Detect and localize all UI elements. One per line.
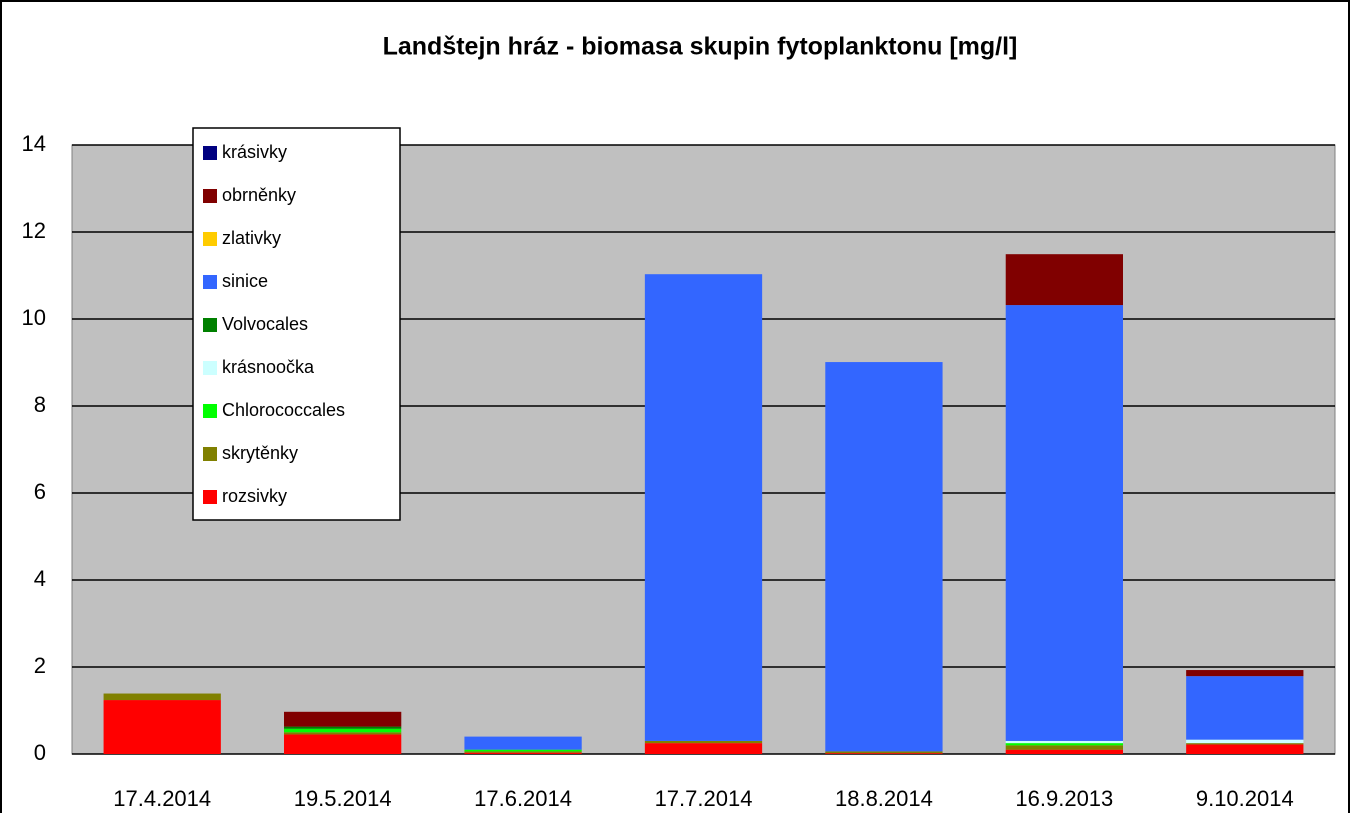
x-tick-label: 19.5.2014 xyxy=(294,786,392,811)
y-tick-label: 0 xyxy=(34,740,46,765)
bar-segment xyxy=(1186,676,1304,740)
bar-segment xyxy=(464,736,582,750)
legend-swatch xyxy=(203,189,217,203)
bar-segment xyxy=(464,752,582,754)
legend-label: sinice xyxy=(222,271,268,291)
legend-swatch xyxy=(203,275,217,289)
bar-segment xyxy=(644,740,763,744)
bar-segment xyxy=(103,693,221,701)
legend-label: obrněnky xyxy=(222,185,296,205)
bar-segment xyxy=(284,734,402,754)
legend-swatch xyxy=(203,361,217,375)
bar-segment xyxy=(825,751,943,754)
x-tick-label: 17.4.2014 xyxy=(113,786,211,811)
legend-swatch xyxy=(203,404,217,418)
y-tick-label: 12 xyxy=(22,218,46,243)
bar-segment xyxy=(1186,743,1304,745)
y-tick-label: 14 xyxy=(22,131,46,156)
bar-segment xyxy=(825,753,943,754)
bar-segment xyxy=(1005,745,1123,750)
legend-swatch xyxy=(203,318,217,332)
bar-segment xyxy=(1186,739,1304,744)
bar-segment xyxy=(1005,740,1123,744)
legend-swatch xyxy=(203,146,217,160)
bar-segment xyxy=(1005,743,1123,746)
bar-segment xyxy=(284,732,402,735)
bar-segment xyxy=(1005,749,1123,754)
legend-swatch xyxy=(203,232,217,246)
legend-box xyxy=(192,127,401,521)
x-tick-label: 9.10.2014 xyxy=(1196,786,1294,811)
y-tick-label: 2 xyxy=(34,653,46,678)
bar-segment xyxy=(1186,670,1304,677)
bar-segment xyxy=(464,751,582,753)
bar-segment xyxy=(284,728,402,733)
y-tick-label: 4 xyxy=(34,566,46,591)
bar-segment xyxy=(464,749,582,752)
legend-label: Volvocales xyxy=(222,314,308,334)
legend-label: skrytěnky xyxy=(222,443,298,463)
bar-segment xyxy=(644,743,763,754)
chart-title: Landštejn hráz - biomasa skupin fytoplan… xyxy=(383,33,1018,61)
y-tick-label: 8 xyxy=(34,392,46,417)
bar-segment xyxy=(103,700,221,754)
y-tick-label: 10 xyxy=(22,305,46,330)
legend-swatch xyxy=(203,490,217,504)
y-tick-label: 6 xyxy=(34,479,46,504)
x-tick-label: 17.6.2014 xyxy=(474,786,572,811)
bar-segment xyxy=(284,711,402,727)
legend-label: Chlorococcales xyxy=(222,400,345,420)
legend-swatch xyxy=(203,447,217,461)
legend-label: krásivky xyxy=(222,142,287,162)
bar-segment xyxy=(825,362,943,752)
legend-label: zlativky xyxy=(222,228,281,248)
legend-label: rozsivky xyxy=(222,486,287,506)
x-tick-label: 16.9.2013 xyxy=(1015,786,1113,811)
bar-segment xyxy=(1005,305,1123,741)
bar-segment xyxy=(1005,254,1123,306)
x-tick-label: 17.7.2014 xyxy=(655,786,753,811)
bar-segment xyxy=(644,274,763,741)
legend-label: krásnoočka xyxy=(222,357,315,377)
bar-segment xyxy=(284,726,402,729)
bar-segment xyxy=(1186,744,1304,754)
x-tick-label: 18.8.2014 xyxy=(835,786,933,811)
